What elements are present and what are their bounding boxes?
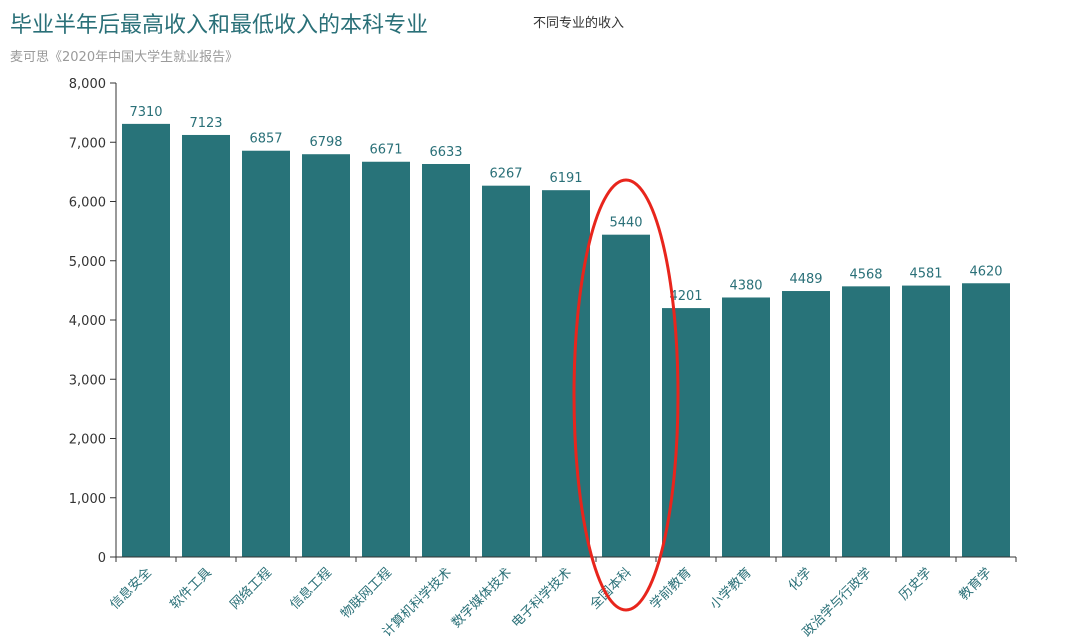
legend-label[interactable]: 不同专业的收入	[533, 16, 625, 31]
x-tick-label: 教育学	[956, 565, 995, 604]
data-label: 4489	[789, 272, 822, 287]
x-tick-label: 学前教育	[647, 565, 695, 613]
bar[interactable]	[962, 283, 1010, 557]
bar[interactable]	[902, 285, 950, 557]
bar[interactable]	[122, 123, 170, 557]
data-label: 4380	[729, 278, 762, 293]
data-label: 6857	[249, 132, 282, 147]
x-tick-label: 化学	[785, 565, 815, 595]
data-label: 4201	[669, 289, 702, 304]
y-axis: 0 1,000 2,000 3,000 4,000 5,000 6,000 7,000 8,00…	[69, 77, 117, 566]
y-tick-label: 2,000	[69, 433, 106, 448]
bar[interactable]	[722, 297, 770, 557]
x-axis: 信息安全 软件工具 网络工程 信息工程 物联网工程计算机科学技术数字媒体技术电子科学技术…	[107, 556, 1017, 640]
bar[interactable]	[842, 286, 890, 557]
chart-title: 毕业半年后最高收入和最低收入的本科专业	[10, 13, 429, 38]
data-label: 4581	[909, 267, 942, 282]
highlight-ellipse	[572, 178, 680, 612]
x-tick-label: 历史学	[896, 565, 935, 604]
data-label: 4620	[969, 264, 1002, 279]
chart-subtitle: 麦可思《2020年中国大学生就业报告》	[10, 50, 239, 65]
data-label: 6633	[429, 145, 462, 160]
bars: 7310 7123 6857 6798 6671 6633 6267 6191 5440 4201…	[122, 105, 1010, 558]
y-tick-label: 7,000	[69, 136, 106, 151]
bar[interactable]	[362, 161, 410, 557]
data-label: 7123	[189, 116, 222, 131]
data-label: 7310	[129, 105, 162, 120]
bar[interactable]	[482, 185, 530, 558]
x-tick-label: 信息工程	[287, 565, 335, 613]
bar[interactable]	[542, 190, 590, 558]
x-tick-label: 网络工程	[227, 565, 275, 613]
x-tick-label: 全国本科	[587, 565, 635, 613]
x-tick-label: 小学教育	[707, 565, 755, 613]
bar[interactable]	[422, 163, 470, 557]
x-tick-label: 信息安全	[107, 565, 155, 613]
y-tick-label: 5,000	[69, 255, 106, 270]
x-tick-label: 数字媒体技术	[449, 565, 515, 631]
data-label: 5440	[609, 216, 642, 231]
x-tick-label: 物联网工程	[338, 565, 395, 622]
bar[interactable]	[302, 154, 350, 557]
data-label: 6191	[549, 171, 582, 186]
data-label: 4568	[849, 267, 882, 282]
x-tick-label: 软件工具	[167, 565, 214, 612]
data-label: 6671	[369, 143, 402, 158]
data-label: 6798	[309, 135, 342, 150]
data-label: 6267	[489, 167, 522, 182]
bar[interactable]	[602, 234, 650, 557]
x-tick-label: 电子科学技术	[508, 565, 574, 631]
y-tick-label: 6,000	[69, 196, 106, 211]
y-tick-label: 1,000	[69, 492, 106, 507]
y-tick-label: 4,000	[69, 314, 106, 329]
bar[interactable]	[782, 291, 830, 557]
y-tick-label: 8,000	[69, 77, 106, 92]
y-tick-label: 3,000	[69, 373, 106, 388]
bar[interactable]	[242, 150, 290, 557]
bar[interactable]	[182, 134, 230, 557]
y-tick-label: 0	[98, 551, 106, 566]
highlight-annotation	[572, 178, 680, 612]
